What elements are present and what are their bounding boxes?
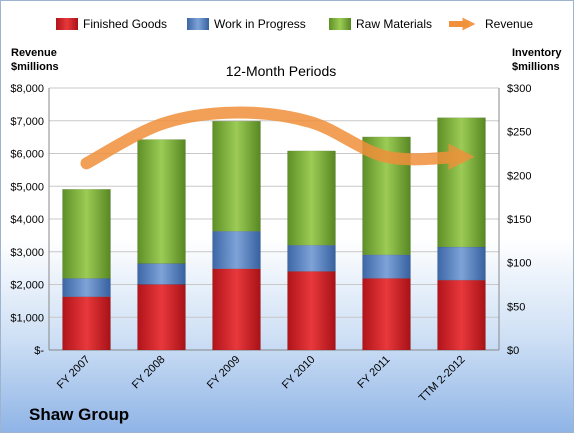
left-tick-label: $8,000 (10, 83, 44, 95)
legend-swatch-finished-goods (56, 18, 78, 30)
bar-finished-goods (287, 271, 336, 351)
company-name: Shaw Group (29, 405, 130, 424)
legend: Finished Goods Work in Progress Raw Mate… (56, 17, 533, 31)
bar-raw-materials (212, 120, 261, 232)
bar-work-in-progress (437, 246, 486, 281)
legend-label-raw-materials: Raw Materials (356, 17, 432, 31)
bar-finished-goods (137, 284, 186, 351)
right-tick-label: $200 (507, 170, 531, 182)
bar-work-in-progress (62, 278, 111, 297)
legend-label-finished-goods: Finished Goods (83, 17, 167, 31)
left-axis-title-line1: Revenue (11, 47, 57, 59)
category-label: FY 2011 (355, 354, 392, 391)
left-tick-label: $6,000 (10, 149, 44, 161)
bar-raw-materials (62, 189, 111, 279)
bar-finished-goods (62, 296, 111, 351)
right-axis-title-line1: Inventory (512, 47, 562, 59)
legend-label-work-in-progress: Work in Progress (214, 17, 306, 31)
category-label: FY 2009 (205, 354, 243, 392)
bar-raw-materials (437, 117, 486, 248)
category-label: FY 2007 (55, 354, 93, 392)
left-tick-label: $3,000 (10, 247, 44, 259)
bar-raw-materials (137, 139, 186, 264)
legend-swatch-work-in-progress (187, 18, 209, 30)
right-tick-label: $250 (507, 127, 531, 139)
right-tick-label: $300 (507, 83, 531, 95)
bar-work-in-progress (212, 230, 261, 270)
right-tick-label: $150 (507, 214, 531, 226)
bar-finished-goods (212, 268, 261, 351)
revenue-line (80, 106, 475, 170)
left-tick-label: $1,000 (10, 312, 44, 324)
left-tick-label: $7,000 (10, 116, 44, 128)
bar-work-in-progress (287, 244, 336, 272)
category-label: TTM 2-2012 (417, 354, 468, 405)
bar-finished-goods (362, 278, 411, 351)
left-tick-label: $4,000 (10, 214, 44, 226)
right-tick-label: $0 (507, 345, 519, 357)
revenue-series (80, 106, 475, 170)
grid (48, 87, 500, 351)
legend-label-revenue: Revenue (485, 17, 533, 31)
right-tick-label: $50 (507, 301, 525, 313)
category-label: FY 2010 (280, 354, 318, 392)
category-label: FY 2008 (130, 354, 168, 392)
right-axis-title-line2: $millions (512, 61, 560, 73)
chart-title: 12-Month Periods (226, 63, 337, 79)
left-tick-label: $2,000 (10, 280, 44, 292)
bar-raw-materials (287, 150, 336, 246)
bar-finished-goods (437, 279, 486, 351)
left-tick-label: $- (34, 345, 44, 357)
left-tick-label: $5,000 (10, 181, 44, 193)
legend-swatch-raw-materials (329, 18, 351, 30)
bar-work-in-progress (137, 263, 186, 285)
bar-work-in-progress (362, 254, 411, 279)
left-axis-title-line2: $millions (11, 61, 59, 73)
bars (62, 117, 486, 351)
right-tick-label: $100 (507, 258, 531, 270)
